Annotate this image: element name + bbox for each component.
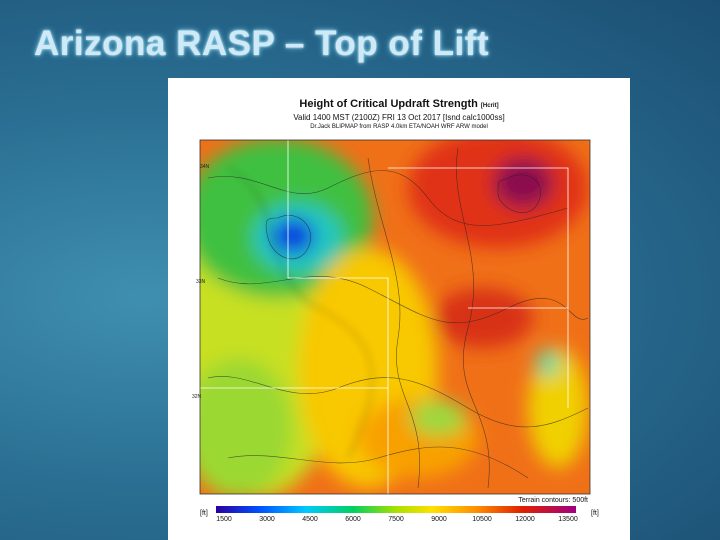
map-heading-row: Height of Critical Updraft Strength [Hcr… xyxy=(168,98,630,110)
colorbar-unit: [ft] xyxy=(200,510,208,517)
colorbar-tick-label: 9000 xyxy=(431,516,447,523)
terrain-note: Terrain contours: 500ft xyxy=(518,497,588,504)
colorbar-tick-label: 12000 xyxy=(515,516,535,523)
lat-label: 34N xyxy=(200,164,210,170)
height-field xyxy=(200,140,590,494)
colorbar-tick-label: 4500 xyxy=(302,516,318,523)
map-panel: Height of Critical Updraft Strength [Hcr… xyxy=(168,78,630,540)
colorbar xyxy=(216,506,576,513)
colorbar-tick-label: 1500 xyxy=(216,516,232,523)
map-graphic: 34N 33N 32N Terrain contours: 500ft [ft]… xyxy=(192,139,599,523)
colorbar-tick-label: 6000 xyxy=(345,516,361,523)
map-heading: Height of Critical Updraft Strength xyxy=(299,98,478,110)
colorbar-unit: [ft] xyxy=(591,510,599,517)
map-valid: Valid 1400 MST (2100Z) FRI 13 Oct 2017 [… xyxy=(293,113,505,122)
map-source: Dr.Jack BLIPMAP from RASP 4.0km ETA/NOAH… xyxy=(310,124,488,130)
colorbar-tick-label: 3000 xyxy=(259,516,275,523)
slide-title: Arizona RASP – Top of Lift xyxy=(34,24,490,63)
county-lines xyxy=(200,140,569,494)
lat-label: 32N xyxy=(192,394,202,400)
colorbar-tick-label: 13500 xyxy=(558,516,578,523)
colorbar-tick-label: 7500 xyxy=(388,516,404,523)
lat-label: 33N xyxy=(196,279,206,285)
map-heading-tag: [Hcrit] xyxy=(480,103,499,109)
colorbar-tick-label: 10500 xyxy=(472,516,492,523)
